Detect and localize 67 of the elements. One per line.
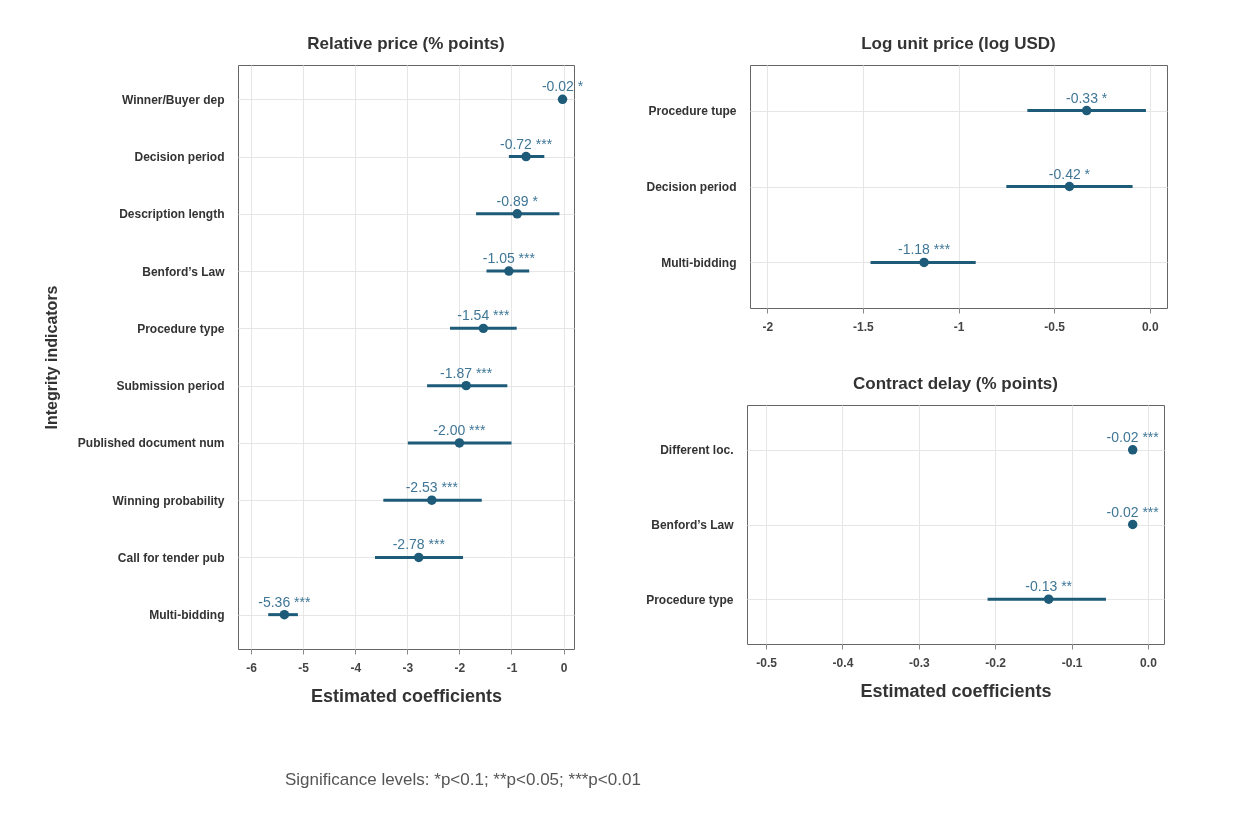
y-tick-label: Published document num	[77, 436, 225, 451]
chart-title: Log unit price (log USD)	[861, 34, 1056, 53]
y-tick-label: Different loc.	[660, 443, 734, 458]
y-tick-label: Call for tender pub	[117, 550, 225, 565]
x-axis-title: Estimated coefficients	[860, 680, 1052, 701]
x-tick-label: -0.5	[756, 655, 778, 670]
point	[512, 209, 522, 219]
data-label: -1.87 ***	[440, 364, 493, 381]
data-label: -0.89 *	[496, 192, 539, 209]
point	[427, 495, 437, 505]
data-label: -2.00 ***	[433, 421, 487, 438]
point	[504, 266, 514, 276]
data-label: -2.53 ***	[405, 479, 459, 496]
y-tick-label: Decision period	[646, 180, 737, 194]
data-label: -0.42 *	[1048, 165, 1091, 182]
point	[557, 94, 568, 105]
x-tick-label: -2	[454, 660, 466, 675]
y-tick-label: Description length	[119, 207, 225, 222]
x-tick-label: -4	[350, 660, 362, 675]
x-tick-label: -1.5	[853, 319, 875, 334]
x-tick-label: -5	[298, 660, 310, 675]
point	[454, 438, 465, 448]
point	[478, 323, 489, 334]
data-label: -0.33 *	[1066, 89, 1108, 106]
data-label: -0.13 **	[1025, 578, 1073, 595]
y-tick-label: Benford’s Law	[651, 518, 735, 532]
x-tick-label: 0	[560, 660, 568, 675]
y-tick-label: Benford’s Law	[142, 264, 226, 279]
y-axis-title: Integrity indicators	[42, 285, 60, 430]
x-tick-label: -0.5	[1044, 319, 1066, 334]
y-tick-label: Decision period	[134, 150, 225, 165]
y-tick-label: Multi-bidding	[661, 255, 737, 270]
text: Significance levels: *p<0.1; **p<0.05; ***p<0.01	[285, 770, 641, 790]
y-tick-label: Procedure tupe	[648, 104, 737, 119]
chart-title: Contract delay (% points)	[853, 374, 1058, 393]
point	[279, 609, 290, 620]
chart-title: Relative price (% points)	[307, 34, 505, 53]
x-tick-label: -0.4	[832, 655, 854, 670]
point	[461, 380, 471, 391]
data-label: -0.02 ***	[1106, 503, 1160, 520]
data-label: -5.36 ***	[258, 593, 311, 610]
x-tick-label: 0.0	[1141, 319, 1159, 334]
x-tick-label: 0.0	[1140, 655, 1158, 670]
y-tick-label: Procedure type	[646, 592, 734, 607]
y-tick-label: Winning probability	[112, 493, 225, 508]
data-label: -1.18 ***	[897, 241, 951, 258]
x-tick-label: -6	[246, 660, 258, 675]
x-tick-label: -3	[402, 660, 414, 675]
data-label: -1.05 ***	[482, 250, 536, 267]
data-label: -0.02 *	[541, 78, 584, 95]
data-label: -1.54 ***	[457, 307, 510, 324]
x-axis-title: Estimated coefficients	[310, 685, 503, 706]
y-tick-label: Multi-bidding	[149, 608, 225, 623]
data-label: -0.72 ***	[500, 135, 553, 152]
y-tick-label: Submission period	[116, 379, 225, 394]
point	[414, 552, 424, 563]
x-tick-label: -2	[762, 319, 774, 334]
x-tick-label: -0.2	[985, 655, 1007, 670]
x-tick-label: -0.1	[1061, 655, 1083, 670]
data-label: -2.78 ***	[392, 536, 446, 553]
x-tick-label: -1	[953, 319, 965, 334]
y-tick-label: Winner/Buyer dep	[121, 92, 225, 107]
x-tick-label: -1	[506, 660, 518, 675]
data-label: -0.02 ***	[1106, 428, 1160, 445]
point	[521, 151, 531, 162]
y-tick-label: Procedure type	[137, 321, 225, 336]
x-tick-label: -0.3	[909, 655, 930, 670]
